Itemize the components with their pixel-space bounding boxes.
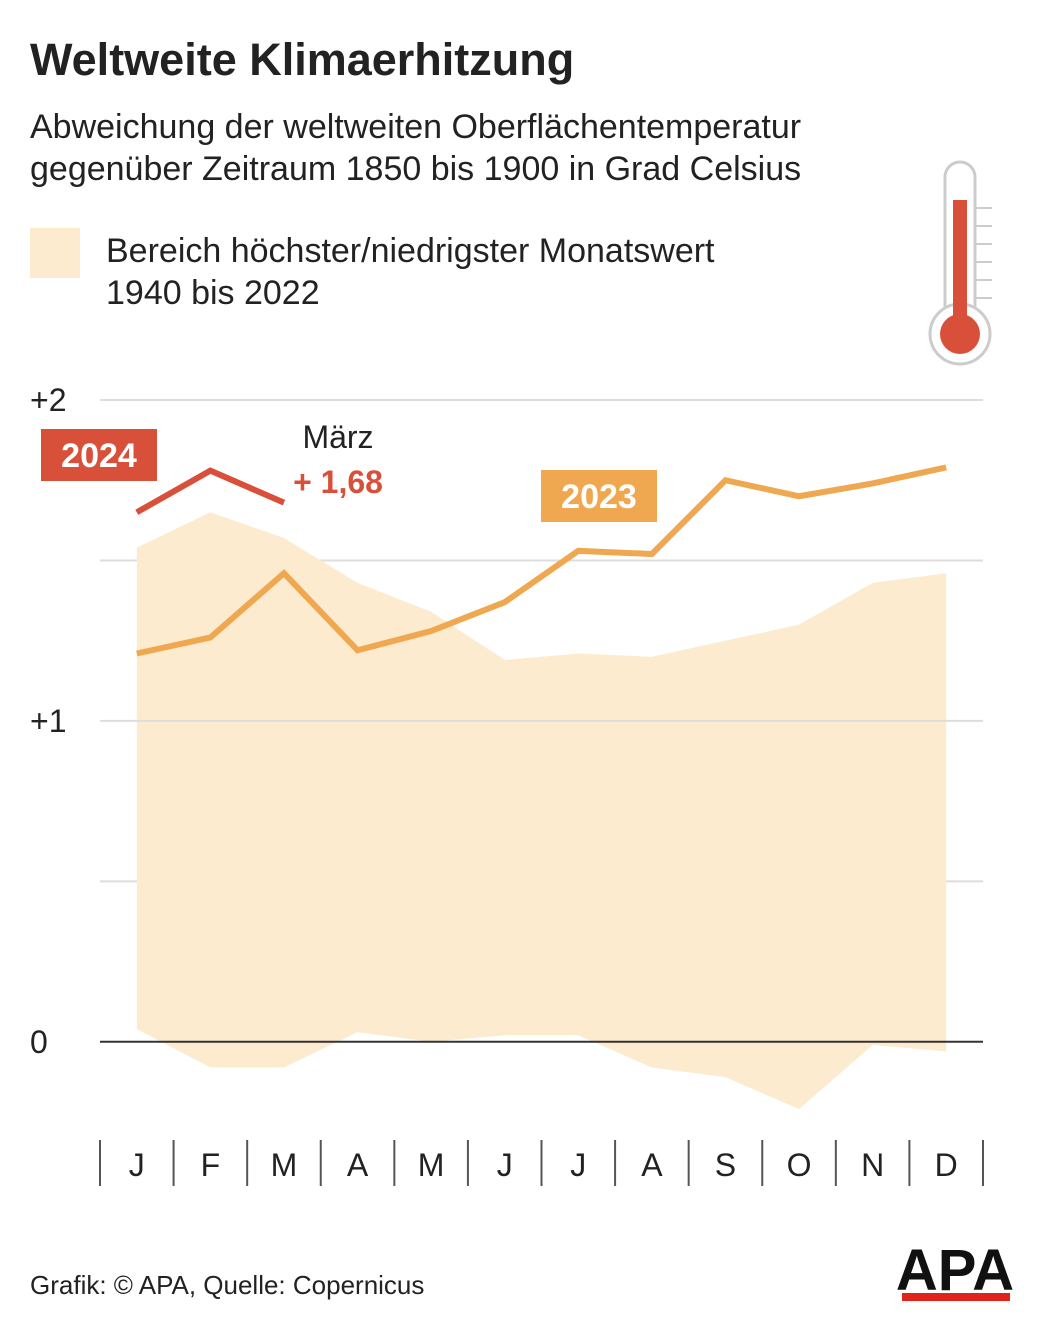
legend-swatch <box>30 228 80 278</box>
subtitle: Abweichung der weltweiten Oberflächentem… <box>30 108 802 188</box>
annotation: März <box>302 419 373 455</box>
series-line <box>136 464 947 657</box>
range-area <box>136 512 947 1110</box>
x-tick-label: M <box>418 1147 445 1183</box>
series-label-box <box>541 470 657 522</box>
y-tick-label: +1 <box>30 703 66 739</box>
value-label: + 1,68 <box>293 464 383 500</box>
thermometer <box>928 160 992 366</box>
legend-label: Bereich höchster/niedrigster Monatswert … <box>106 232 715 312</box>
y-tick-label: 0 <box>30 1024 48 1060</box>
y-tick-label: +2 <box>30 382 66 418</box>
series-label-box <box>41 429 157 481</box>
x-tick-label: S <box>715 1147 736 1183</box>
x-tick-label: M <box>271 1147 298 1183</box>
logo-bar <box>902 1293 1010 1301</box>
source: Grafik: © APA, Quelle: Copernicus <box>30 1270 425 1300</box>
x-tick-label: D <box>935 1147 958 1183</box>
x-tick-label: J <box>570 1147 586 1183</box>
x-tick-label: F <box>201 1147 221 1183</box>
x-tick-label: A <box>641 1147 663 1183</box>
x-tick-label: J <box>497 1147 513 1183</box>
series-label: 2024 <box>61 437 137 475</box>
x-tick-label: A <box>347 1147 369 1183</box>
logo: APA <box>896 1238 1014 1303</box>
x-tick-label: N <box>861 1147 884 1183</box>
title: Weltweite Klimaerhitzung <box>30 34 575 85</box>
x-tick-label: O <box>787 1147 812 1183</box>
series-label: 2023 <box>561 478 637 516</box>
series-line <box>135 467 286 515</box>
x-tick-label: J <box>129 1147 145 1183</box>
